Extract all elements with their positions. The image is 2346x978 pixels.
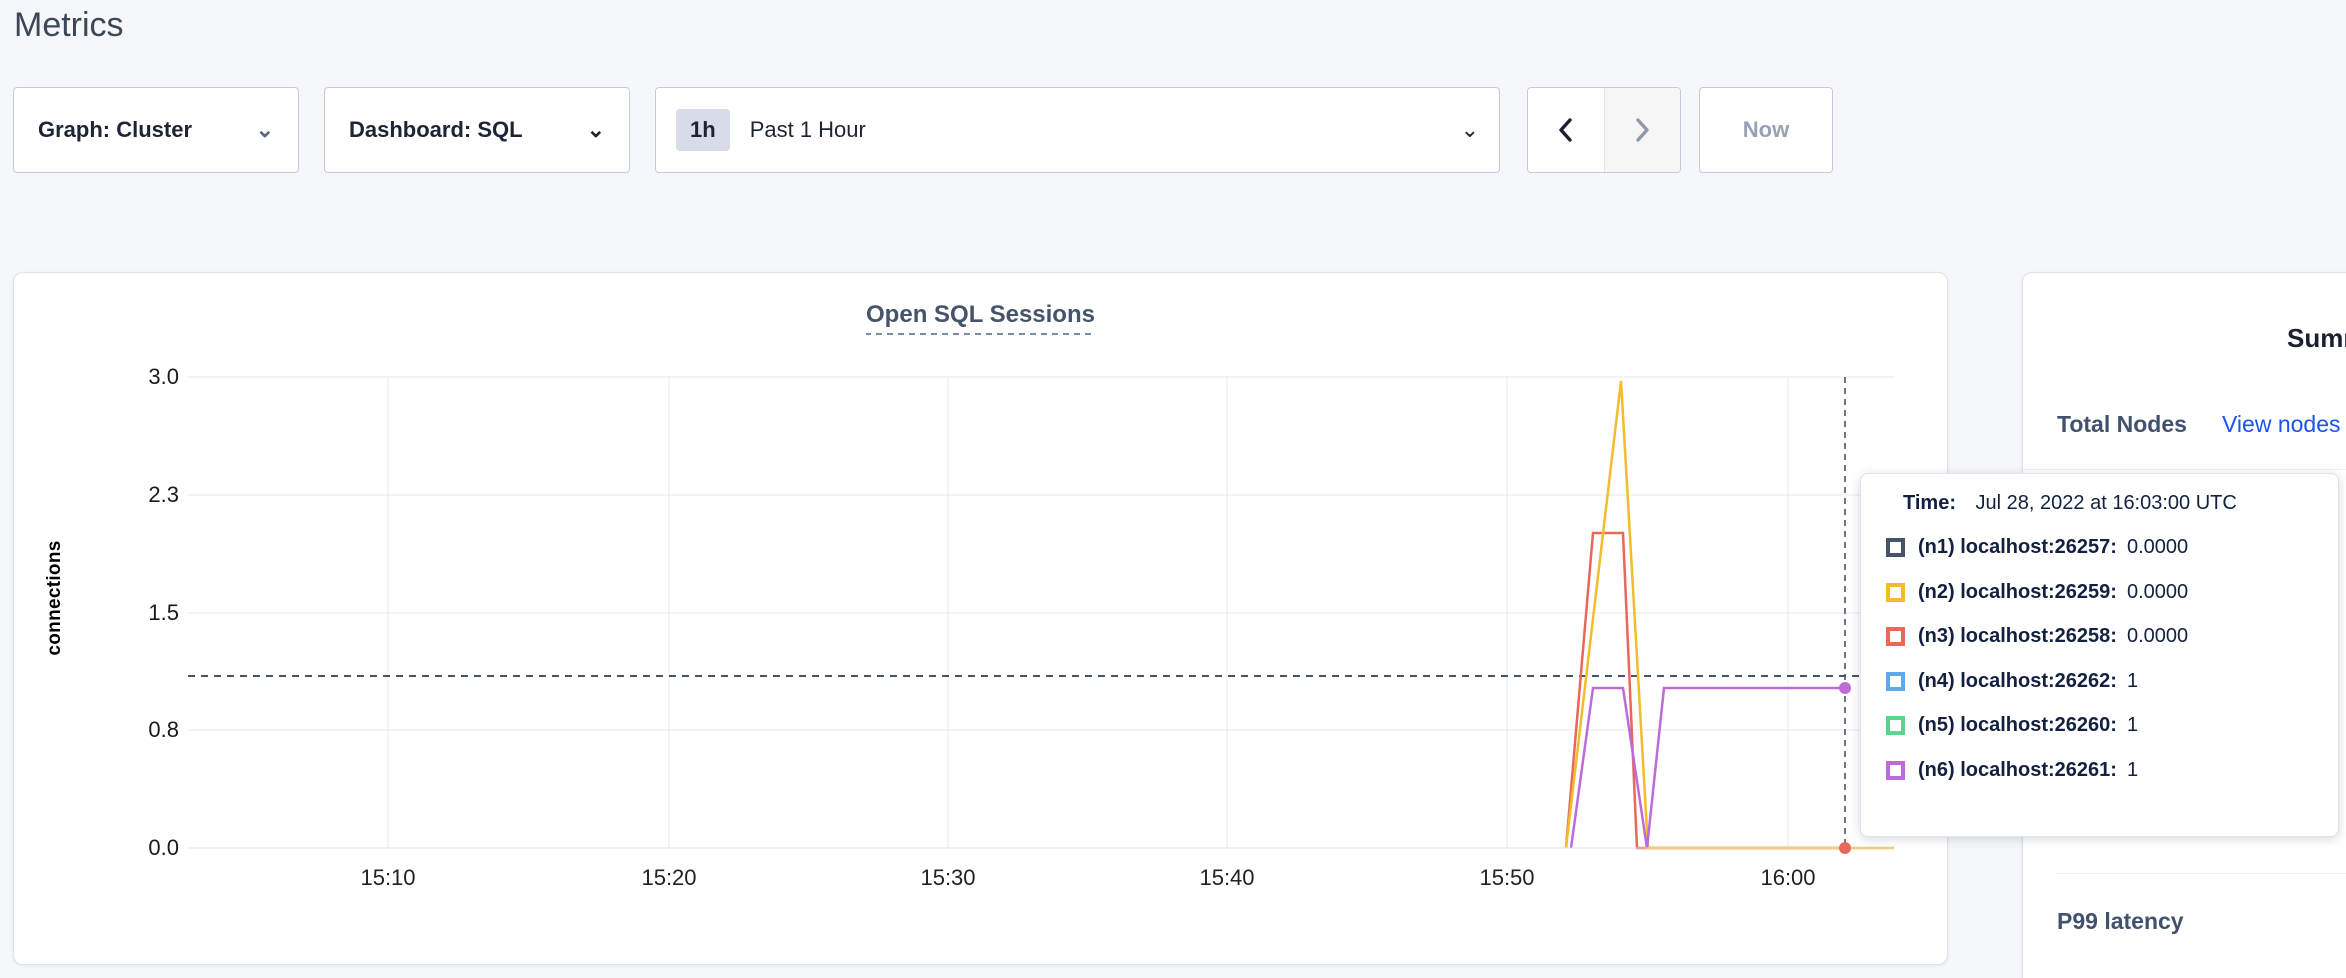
svg-text:1.5: 1.5 xyxy=(148,600,179,625)
svg-text:15:30: 15:30 xyxy=(920,865,975,890)
svg-text:15:40: 15:40 xyxy=(1199,865,1254,890)
svg-text:0.0: 0.0 xyxy=(148,835,179,860)
svg-text:15:20: 15:20 xyxy=(641,865,696,890)
svg-text:15:10: 15:10 xyxy=(360,865,415,890)
svg-text:2.3: 2.3 xyxy=(148,482,179,507)
svg-text:15:50: 15:50 xyxy=(1479,865,1534,890)
svg-text:3.0: 3.0 xyxy=(148,364,179,389)
svg-text:0.8: 0.8 xyxy=(148,717,179,742)
svg-text:16:00: 16:00 xyxy=(1760,865,1815,890)
